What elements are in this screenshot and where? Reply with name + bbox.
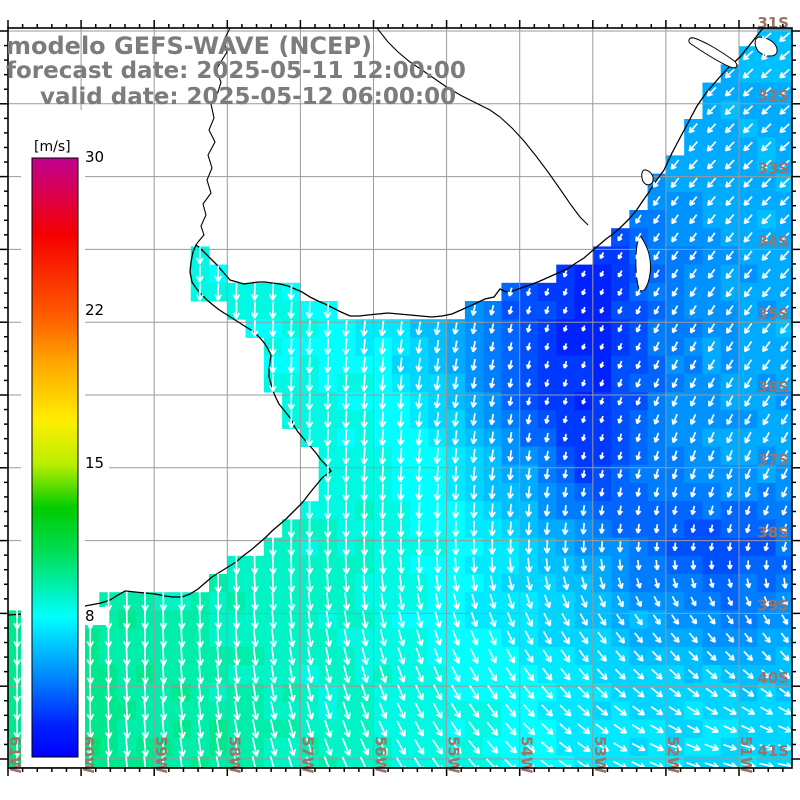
lagoon-shape — [754, 36, 778, 57]
map-frame — [0, 20, 800, 776]
coastline-path — [7, 27, 764, 616]
river-path — [376, 27, 589, 226]
longitude-label: 51W — [737, 736, 755, 774]
river-path — [195, 27, 231, 246]
colorbar-tick-label: 22 — [85, 301, 104, 319]
lagoon-shape — [641, 169, 654, 186]
axis-labels: 61W 60W 59W 58W 57W 56W 55W 54W 53W 52W 51W31S32S3… — [6, 14, 789, 774]
lagoon-shape — [688, 37, 738, 69]
longitude-label: 56W — [372, 736, 390, 774]
colorbar-tick-label: 30 — [85, 148, 104, 166]
latitude-label: 39S — [757, 596, 789, 614]
colorbar-tick-label: 8 — [85, 607, 95, 625]
latitude-label: 32S — [757, 87, 789, 105]
longitude-label: 59W — [152, 736, 170, 774]
colorbar-tick-label: 15 — [85, 454, 104, 472]
latitude-label: 34S — [757, 232, 789, 250]
colorbar: [m/s] 30 22 15 8 — [21, 110, 109, 767]
latitude-label: 41S — [757, 742, 789, 760]
longitude-label: 58W — [225, 736, 243, 774]
longitude-label: 52W — [664, 736, 682, 774]
longitude-label: 55W — [445, 736, 463, 774]
coastline — [7, 27, 778, 616]
wind-arrows — [13, 32, 792, 768]
longitude-label: 61W — [6, 736, 24, 774]
longitude-label: 53W — [591, 736, 609, 774]
latitude-label: 33S — [757, 160, 789, 178]
colorbar-gradient — [31, 157, 79, 758]
latitude-label: 38S — [757, 524, 789, 542]
longitude-label: 54W — [518, 736, 536, 774]
latitude-label: 35S — [757, 305, 789, 323]
latitude-label: 31S — [757, 14, 789, 32]
longitude-label: 57W — [298, 736, 316, 774]
latitude-label: 40S — [757, 669, 789, 687]
latitude-label: 36S — [757, 378, 789, 396]
latitude-label: 37S — [757, 451, 789, 469]
colorbar-unit-label: [m/s] — [34, 139, 71, 155]
